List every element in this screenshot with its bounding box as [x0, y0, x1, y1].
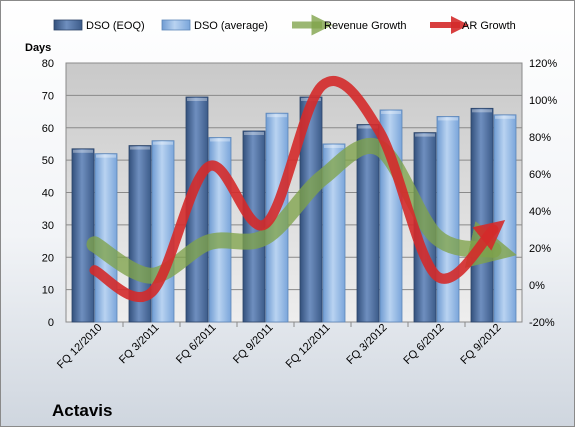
bar-highlight — [495, 116, 515, 119]
y-tick-label: 20 — [42, 252, 54, 264]
bar-dso-average — [437, 116, 459, 322]
legend-swatch — [162, 20, 190, 30]
legend-label: DSO (average) — [194, 20, 268, 32]
bar-highlight — [267, 114, 287, 117]
y2-tick-label: 100% — [529, 95, 557, 107]
bar-highlight — [438, 117, 458, 120]
bar-highlight — [415, 134, 435, 137]
y2-tick-label: -20% — [529, 317, 555, 329]
y-tick-label: 60 — [42, 123, 54, 135]
y-tick-label: 80 — [42, 58, 54, 70]
legend-label: AR Growth — [462, 20, 516, 32]
bar-highlight — [153, 142, 173, 145]
y-tick-label: 50 — [42, 155, 54, 167]
y-tick-label: 70 — [42, 90, 54, 102]
y-tick-label: 0 — [48, 317, 54, 329]
y2-tick-label: 80% — [529, 132, 551, 144]
bar-highlight — [187, 98, 207, 101]
legend-swatch — [54, 20, 82, 30]
bar-highlight — [244, 132, 264, 135]
y-axis-label: Days — [25, 42, 51, 54]
y-axis-ticks: 0 10 20 30 40 50 60 70 80 — [42, 58, 54, 329]
bar-highlight — [324, 145, 344, 148]
bar-dso-eoq — [72, 149, 94, 322]
y2-tick-label: 40% — [529, 206, 551, 218]
y2-tick-label: 60% — [529, 169, 551, 181]
bar-highlight — [210, 138, 230, 141]
y-tick-label: 40 — [42, 188, 54, 200]
y-tick-label: 30 — [42, 220, 54, 232]
bar-highlight — [472, 109, 492, 112]
bar-highlight — [381, 111, 401, 114]
y2-tick-label: 0% — [529, 280, 545, 292]
chart-title: Actavis — [52, 401, 112, 420]
bar-dso-eoq — [471, 108, 493, 322]
legend-label: DSO (EOQ) — [86, 20, 145, 32]
y2-tick-label: 120% — [529, 58, 557, 70]
bar-dso-average — [494, 115, 516, 322]
y2-tick-label: 20% — [529, 243, 551, 255]
bar-highlight — [130, 147, 150, 150]
legend-label: Revenue Growth — [324, 20, 407, 32]
bar-highlight — [96, 155, 116, 158]
y-tick-label: 10 — [42, 285, 54, 297]
bar-highlight — [73, 150, 93, 153]
